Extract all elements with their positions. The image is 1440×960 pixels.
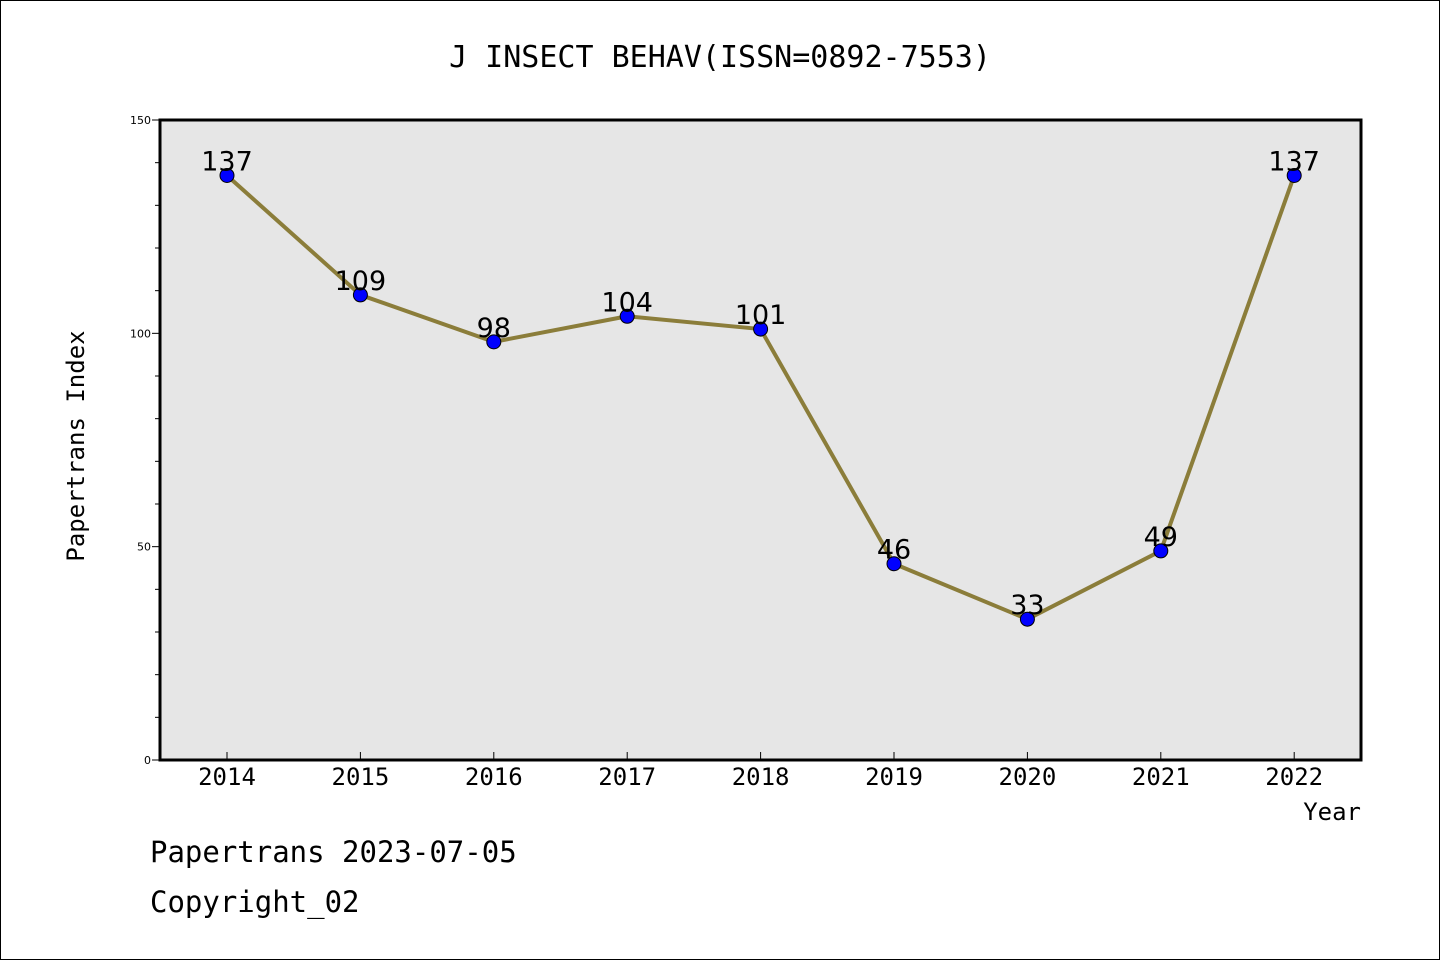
data-point: [486, 334, 502, 350]
y-tick-label: 100: [130, 327, 151, 340]
data-label: 46: [877, 535, 911, 566]
x-axis-ticks: 2014 2015 2016 2017 2018 2019 2020 2021 2022: [198, 752, 1323, 791]
data-label: 137: [1268, 146, 1320, 177]
footer-date: Papertrans 2023-07-05: [150, 835, 517, 869]
y-tick-label: 150: [130, 114, 151, 127]
x-tick-label: 2021: [1132, 763, 1190, 791]
data-point: [352, 287, 368, 303]
data-label: 137: [201, 146, 253, 177]
series-layer: [219, 167, 1302, 627]
y-tick-label: 0: [144, 754, 151, 767]
data-label: 101: [735, 300, 787, 331]
chart-title: J INSECT BEHAV(ISSN=0892-7553): [449, 40, 991, 75]
data-label: 104: [601, 287, 653, 318]
y-axis-label: Papertrans Index: [62, 330, 90, 561]
data-point: [1286, 167, 1302, 183]
y-tick-label: 50: [137, 541, 151, 554]
footer-copyright: Copyright_02: [150, 885, 360, 919]
plot-area: [160, 120, 1361, 760]
data-label: 49: [1144, 522, 1178, 553]
x-tick-label: 2014: [198, 763, 256, 791]
data-label: 33: [1010, 590, 1044, 621]
data-point: [886, 556, 902, 572]
data-point: [1019, 611, 1035, 627]
data-label: 98: [477, 313, 511, 344]
x-tick-label: 2016: [465, 763, 523, 791]
data-labels: 137 109 98 104 101 46 33 49 137: [201, 146, 1320, 621]
x-tick-label: 2019: [865, 763, 923, 791]
x-tick-label: 2015: [332, 763, 390, 791]
x-tick-label: 2020: [999, 763, 1057, 791]
y-axis-ticks: 0 50 100 150: [130, 114, 160, 767]
x-tick-label: 2017: [598, 763, 656, 791]
plot-border: [158, 118, 1363, 762]
x-axis-label: Year: [1303, 798, 1361, 826]
data-point: [219, 167, 235, 183]
data-point: [753, 321, 769, 337]
data-point: [1153, 543, 1169, 559]
data-point: [619, 308, 635, 324]
x-tick-label: 2018: [732, 763, 790, 791]
x-tick-label: 2022: [1265, 763, 1323, 791]
data-label: 109: [335, 266, 387, 297]
